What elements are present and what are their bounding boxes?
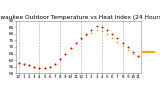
Point [80,38,82,40]
Point [132,53,134,54]
Point [85,33,88,35]
Point [64,53,67,54]
Point [106,29,108,31]
Point [75,42,77,44]
Point [38,67,41,69]
Point [95,25,98,27]
Point [38,67,41,69]
Point [64,53,67,54]
Point [48,66,51,67]
Point [48,66,51,67]
Point [106,33,108,35]
Point [59,58,61,59]
Point [80,37,82,39]
Point [137,55,140,57]
Point [23,63,25,65]
Point [95,29,98,31]
Point [69,48,72,49]
Point [100,27,103,28]
Point [90,29,93,31]
Point [33,66,36,67]
Point [132,52,134,53]
Point [100,31,103,32]
Point [111,37,113,39]
Point [43,67,46,69]
Title: Milwaukee Outdoor Temperature vs Heat Index (24 Hours): Milwaukee Outdoor Temperature vs Heat In… [0,15,160,20]
Point [28,65,30,66]
Point [23,63,25,65]
Point [127,46,129,48]
Point [137,55,140,57]
Point [33,66,36,67]
Point [111,33,113,35]
Point [43,67,46,69]
Point [85,35,88,36]
Point [59,58,61,59]
Point [75,42,77,44]
Point [69,48,72,49]
Point [90,32,93,33]
Point [127,49,129,50]
Point [116,37,119,39]
Point [17,62,20,63]
Point [17,62,20,63]
Point [54,63,56,65]
Point [121,45,124,46]
Point [121,42,124,44]
Point [54,63,56,65]
Point [116,41,119,42]
Point [28,65,30,66]
